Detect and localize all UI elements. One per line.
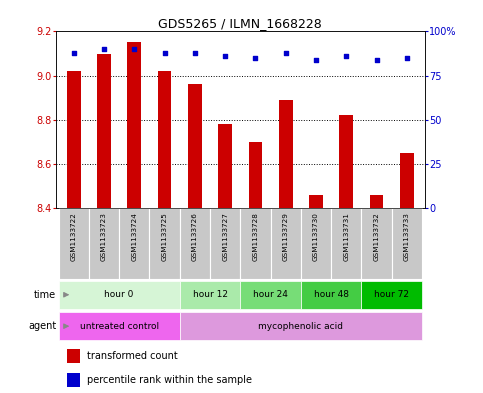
Bar (249, 142, 262, 208)
Bar (67, 71, 81, 208)
Text: GSM1133733: GSM1133733 (404, 212, 410, 261)
Bar (241, 281, 301, 309)
Bar (218, 124, 232, 208)
Text: agent: agent (28, 321, 56, 331)
Point (130, 46, 138, 52)
Text: GSM1133727: GSM1133727 (222, 212, 228, 261)
Text: GSM1133729: GSM1133729 (283, 212, 289, 261)
Point (221, 53, 229, 59)
Bar (180, 312, 422, 340)
Point (252, 55, 259, 61)
Text: GSM1133726: GSM1133726 (192, 212, 198, 261)
Bar (331, 208, 361, 279)
Text: hour 72: hour 72 (374, 290, 409, 299)
Bar (210, 208, 241, 279)
Text: GSM1133724: GSM1133724 (131, 212, 137, 261)
Bar (370, 195, 384, 208)
Text: GSM1133730: GSM1133730 (313, 212, 319, 261)
Bar (128, 42, 141, 208)
Bar (270, 208, 301, 279)
Text: hour 0: hour 0 (104, 290, 134, 299)
Bar (158, 71, 171, 208)
Text: time: time (34, 290, 56, 300)
Point (100, 46, 108, 52)
Text: mycophenolic acid: mycophenolic acid (258, 322, 343, 331)
Text: untreated control: untreated control (80, 322, 159, 331)
Point (191, 50, 199, 56)
Bar (361, 281, 422, 309)
Bar (309, 195, 323, 208)
Title: GDS5265 / ILMN_1668228: GDS5265 / ILMN_1668228 (158, 17, 322, 30)
Text: GSM1133728: GSM1133728 (253, 212, 258, 261)
Bar (97, 53, 111, 208)
Bar (188, 84, 202, 208)
Text: GSM1133722: GSM1133722 (71, 212, 77, 261)
Bar (301, 208, 331, 279)
Bar (58, 281, 180, 309)
Bar (392, 208, 422, 279)
Text: GSM1133731: GSM1133731 (343, 212, 349, 261)
Bar (361, 208, 392, 279)
Bar (301, 281, 361, 309)
Point (282, 50, 290, 56)
Text: hour 12: hour 12 (193, 290, 227, 299)
Text: GSM1133723: GSM1133723 (101, 212, 107, 261)
Text: transformed count: transformed count (87, 351, 178, 361)
Bar (89, 208, 119, 279)
Bar (58, 312, 180, 340)
Point (70, 50, 78, 56)
Text: percentile rank within the sample: percentile rank within the sample (87, 375, 252, 385)
Text: hour 24: hour 24 (253, 290, 288, 299)
Point (312, 57, 320, 63)
Text: GSM1133725: GSM1133725 (162, 212, 168, 261)
Point (161, 50, 169, 56)
Bar (67, 373, 80, 387)
Point (373, 57, 381, 63)
Bar (180, 208, 210, 279)
Bar (149, 208, 180, 279)
Bar (279, 100, 293, 208)
Bar (67, 349, 80, 364)
Text: GSM1133732: GSM1133732 (373, 212, 380, 261)
Point (342, 53, 350, 59)
Bar (180, 281, 241, 309)
Text: hour 48: hour 48 (313, 290, 349, 299)
Point (403, 55, 411, 61)
Bar (241, 208, 270, 279)
Bar (58, 208, 89, 279)
Bar (119, 208, 149, 279)
Bar (400, 153, 413, 208)
Bar (340, 116, 353, 208)
